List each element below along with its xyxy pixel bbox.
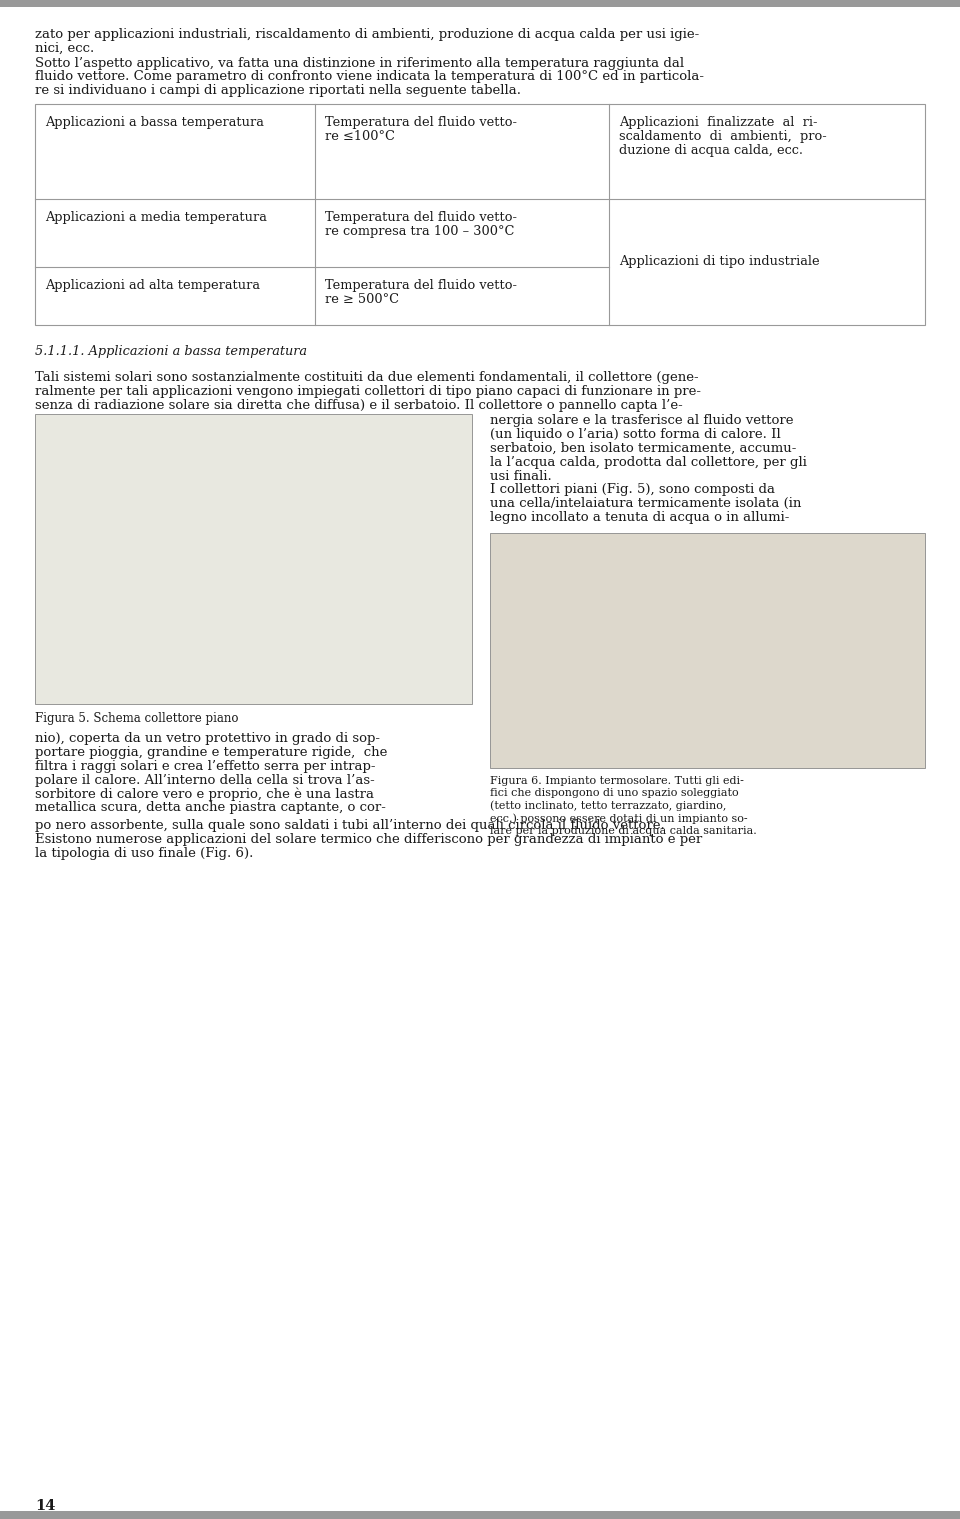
Text: lare per la produzione di acqua calda sanitaria.: lare per la produzione di acqua calda sa… <box>490 826 756 835</box>
Text: I collettori piani (Fig. 5), sono composti da: I collettori piani (Fig. 5), sono compos… <box>490 483 775 497</box>
Bar <box>0 1511 960 1519</box>
Text: ecc.) possono essere dotati di un impianto so-: ecc.) possono essere dotati di un impian… <box>490 813 748 823</box>
Text: Figura 5. Schema collettore piano: Figura 5. Schema collettore piano <box>35 712 238 726</box>
Text: scaldamento  di  ambienti,  pro-: scaldamento di ambienti, pro- <box>619 129 827 143</box>
Text: re si individuano i campi di applicazione riportati nella seguente tabella.: re si individuano i campi di applicazion… <box>35 84 521 97</box>
Text: Temperatura del fluido vetto-: Temperatura del fluido vetto- <box>325 115 517 129</box>
Text: nergia solare e la trasferisce al fluido vettore: nergia solare e la trasferisce al fluido… <box>490 415 794 427</box>
Text: zato per applicazioni industriali, riscaldamento di ambienti, produzione di acqu: zato per applicazioni industriali, risca… <box>35 27 699 41</box>
Text: Applicazioni di tipo industriale: Applicazioni di tipo industriale <box>619 255 820 269</box>
Text: ralmente per tali applicazioni vengono impiegati collettori di tipo piano capaci: ralmente per tali applicazioni vengono i… <box>35 384 701 398</box>
Text: Applicazioni a bassa temperatura: Applicazioni a bassa temperatura <box>45 115 264 129</box>
Text: portare pioggia, grandine e temperature rigide,  che: portare pioggia, grandine e temperature … <box>35 746 388 760</box>
Text: polare il calore. All’interno della cella si trova l’as-: polare il calore. All’interno della cell… <box>35 773 374 787</box>
Text: (un liquido o l’aria) sotto forma di calore. Il: (un liquido o l’aria) sotto forma di cal… <box>490 428 780 441</box>
Text: la tipologia di uso finale (Fig. 6).: la tipologia di uso finale (Fig. 6). <box>35 846 253 860</box>
Bar <box>0 0 960 8</box>
Text: duzione di acqua calda, ecc.: duzione di acqua calda, ecc. <box>619 144 803 156</box>
Text: Sotto l’aspetto applicativo, va fatta una distinzione in riferimento alla temper: Sotto l’aspetto applicativo, va fatta un… <box>35 56 684 70</box>
Text: Applicazioni  finalizzate  al  ri-: Applicazioni finalizzate al ri- <box>619 115 818 129</box>
Text: Applicazioni ad alta temperatura: Applicazioni ad alta temperatura <box>45 279 260 292</box>
Text: (tetto inclinato, tetto terrazzato, giardino,: (tetto inclinato, tetto terrazzato, giar… <box>490 801 727 811</box>
Text: nio), coperta da un vetro protettivo in grado di sop-: nio), coperta da un vetro protettivo in … <box>35 732 380 746</box>
Bar <box>35 415 472 705</box>
Text: la l’acqua calda, prodotta dal collettore, per gli: la l’acqua calda, prodotta dal collettor… <box>490 456 806 469</box>
Text: re ≥ 500°C: re ≥ 500°C <box>325 293 399 305</box>
Text: Figura 6. Impianto termosolare. Tutti gli edi-: Figura 6. Impianto termosolare. Tutti gl… <box>490 776 744 785</box>
Text: fici che dispongono di uno spazio soleggiato: fici che dispongono di uno spazio solegg… <box>490 788 738 799</box>
Text: senza di radiazione solare sia diretta che diffusa) e il serbatoio. Il collettor: senza di radiazione solare sia diretta c… <box>35 398 683 412</box>
Text: po nero assorbente, sulla quale sono saldati i tubi all’interno dei quali circol: po nero assorbente, sulla quale sono sal… <box>35 819 664 832</box>
Text: Temperatura del fluido vetto-: Temperatura del fluido vetto- <box>325 211 517 223</box>
Text: 14: 14 <box>35 1499 56 1513</box>
Text: Applicazioni a media temperatura: Applicazioni a media temperatura <box>45 211 267 223</box>
Text: nici, ecc.: nici, ecc. <box>35 43 94 55</box>
Text: filtra i raggi solari e crea l’effetto serra per intrap-: filtra i raggi solari e crea l’effetto s… <box>35 760 375 773</box>
Text: usi finali.: usi finali. <box>490 469 552 483</box>
Text: metallica scura, detta anche piastra captante, o cor-: metallica scura, detta anche piastra cap… <box>35 802 386 814</box>
Text: re ≤100°C: re ≤100°C <box>325 129 395 143</box>
Text: Esistono numerose applicazioni del solare termico che differiscono per grandezza: Esistono numerose applicazioni del solar… <box>35 832 703 846</box>
Text: sorbitore di calore vero e proprio, che è una lastra: sorbitore di calore vero e proprio, che … <box>35 787 374 801</box>
Bar <box>490 533 925 767</box>
Text: una cella/intelaiatura termicamente isolata (in: una cella/intelaiatura termicamente isol… <box>490 497 802 510</box>
Bar <box>35 103 925 325</box>
Text: 5.1.1.1. Applicazioni a bassa temperatura: 5.1.1.1. Applicazioni a bassa temperatur… <box>35 345 307 358</box>
Text: re compresa tra 100 – 300°C: re compresa tra 100 – 300°C <box>325 225 515 238</box>
Text: fluido vettore. Come parametro di confronto viene indicata la temperatura di 100: fluido vettore. Come parametro di confro… <box>35 70 704 84</box>
Text: Tali sistemi solari sono sostanzialmente costituiti da due elementi fondamentali: Tali sistemi solari sono sostanzialmente… <box>35 371 699 384</box>
Text: Temperatura del fluido vetto-: Temperatura del fluido vetto- <box>325 279 517 292</box>
Text: legno incollato a tenuta di acqua o in allumi-: legno incollato a tenuta di acqua o in a… <box>490 510 789 524</box>
Text: serbatoio, ben isolato termicamente, accumu-: serbatoio, ben isolato termicamente, acc… <box>490 442 797 456</box>
